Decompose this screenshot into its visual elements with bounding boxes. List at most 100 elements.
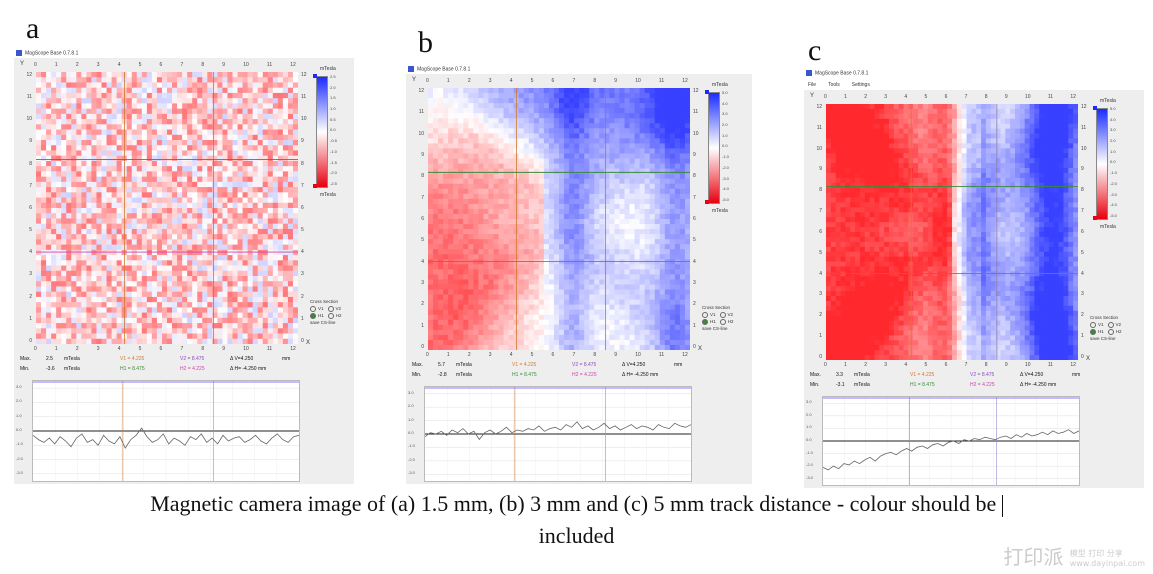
colorbar-tick-label: -2.0 <box>330 170 337 176</box>
h1-value: H1 = 8.475 <box>120 366 145 372</box>
colorbar-ticks: 5.0 4.0 3.0 2.0 1.0 0.0 -1.0 -2.0 -3.0 -4.0 -5.0 <box>722 90 729 202</box>
colorbar-max-marker[interactable] <box>1093 106 1097 110</box>
colorbar-unit-top: mTesla <box>320 66 336 72</box>
y-tick-label: 12 <box>301 72 307 78</box>
colorbar-max-marker[interactable] <box>705 90 709 94</box>
profile-y-tick-label: 0.0 <box>16 427 22 432</box>
cross-section-option-h2[interactable]: H2 <box>327 312 342 319</box>
x-tick-label: 11 <box>1047 362 1054 368</box>
cross-section-option-h2[interactable]: H2 <box>719 318 734 325</box>
profile-y-tick-label: 1.0 <box>806 424 812 430</box>
cross-section-option-v2[interactable]: V2 <box>719 311 733 318</box>
colorbar-min-marker[interactable] <box>705 200 709 204</box>
profile-y-tick-label: -3.0 <box>16 469 23 475</box>
menu-item-settings[interactable]: Settings <box>851 82 870 88</box>
profile-y-tick-label: 2.0 <box>806 411 812 417</box>
y-tick-label: 5 <box>29 227 32 234</box>
cross-section-option-v1[interactable]: V1 <box>702 311 716 318</box>
profile-y-tick-label: -3.0 <box>408 470 415 476</box>
v2-value: V2 = 8.475 <box>572 362 597 368</box>
colorbar-tick-label: 3.0 <box>1110 127 1116 133</box>
x-tick-label: 11 <box>658 352 665 358</box>
watermark-logo: 打印派 模型 打印 分享 www.dayinpai.com <box>1003 545 1145 569</box>
x-tick-label: 1 <box>54 346 58 352</box>
x-tick-label: 7 <box>180 62 184 68</box>
y-tick-label: 9 <box>1081 166 1084 173</box>
min-unit: mTesla <box>854 382 870 388</box>
y-tick-label: 2 <box>301 293 304 300</box>
colorbar-ticks: 5.0 4.0 3.0 2.0 1.0 0.0 -1.0 -2.0 -3.0 -4.0 -5.0 <box>1110 106 1117 218</box>
x-tick-label: 7 <box>572 78 576 84</box>
colorbar-tick-label: 4.0 <box>722 100 728 106</box>
menu-item-tools[interactable]: Tools <box>828 82 840 88</box>
cross-section-option-v1[interactable]: V1 <box>310 305 324 312</box>
menu-item-file[interactable]: File <box>808 82 817 88</box>
y-tick-label: 7 <box>819 208 822 215</box>
colorbar-tick-label: 1.0 <box>722 132 728 138</box>
magnetic-field-map[interactable] <box>36 72 298 344</box>
cross-section-option-h2[interactable]: H2 <box>1107 328 1122 335</box>
y-tick-col-left: 12 11 10 9 8 7 6 5 4 3 2 1 0 <box>810 104 822 360</box>
cross-section-option-h1[interactable]: H1 <box>702 318 716 325</box>
y-tick-label: 10 <box>816 145 822 152</box>
save-cs-line-button[interactable]: save CS-line <box>310 320 336 325</box>
colorbar-tick-label: 2.0 <box>722 122 728 128</box>
cross-section-option-h1[interactable]: H1 <box>1090 328 1104 335</box>
radio-icon <box>719 311 726 318</box>
y-tick-label: 2 <box>421 301 424 308</box>
colorbar-min-marker[interactable] <box>1093 216 1097 220</box>
x-tick-label: 12 <box>682 78 688 84</box>
y-tick-col-left: 12 11 10 9 8 7 6 5 4 3 2 1 0 <box>412 88 424 350</box>
y-tick-label: 9 <box>693 151 696 158</box>
colorbar-tick-label: 1.0 <box>330 106 336 112</box>
cross-section-option-h1[interactable]: H1 <box>310 312 324 319</box>
colorbar-tick-label: -2.0 <box>1110 180 1117 186</box>
x-tick-label: 0 <box>34 346 37 352</box>
app-logo-icon <box>16 50 22 56</box>
x-tick-label: 9 <box>1004 94 1008 100</box>
x-tick-label: 6 <box>159 62 163 68</box>
save-cs-line-button[interactable]: save CS-line <box>702 326 728 331</box>
radio-icon <box>310 305 316 312</box>
x-tick-label: 9 <box>1004 362 1008 368</box>
colorbar-tick-label: 3.0 <box>722 111 728 117</box>
x-tick-label: 2 <box>75 346 79 352</box>
magnetic-field-map[interactable] <box>826 104 1078 360</box>
magnetic-field-map[interactable] <box>428 88 690 350</box>
x-tick-label: 12 <box>290 62 296 68</box>
colorbar-max-marker[interactable] <box>313 74 317 78</box>
radio-icon <box>327 305 334 312</box>
y-tick-label: 1 <box>421 322 424 329</box>
x-tick-label: 10 <box>1024 362 1031 368</box>
delta-v-value: Δ V=4.250 <box>230 356 254 362</box>
colorbar-tick-label: -5.0 <box>1110 212 1117 218</box>
x-tick-label: 10 <box>635 78 641 84</box>
stats-block: Max. 5.7 mTesla V1 = 4.225 V2 = 8.475 Δ V=4.2… <box>412 362 746 382</box>
caption-line-1: Magnetic camera image of (a) 1.5 mm, (b)… <box>0 488 1153 520</box>
save-cs-line-button[interactable]: save CS-line <box>1090 336 1116 341</box>
x-tick-label: 6 <box>551 78 555 84</box>
colorbar-tick-label: 2.0 <box>330 84 336 90</box>
cross-section-option-v1[interactable]: V1 <box>1090 321 1104 328</box>
cross-section-option-v2[interactable]: V2 <box>327 305 341 312</box>
min-value: -3.1 <box>836 382 845 388</box>
cross-section-option-v2[interactable]: V2 <box>1107 321 1121 328</box>
profile-y-tick-label: -3.0 <box>806 474 813 480</box>
colorbar-tick-label: 0.5 <box>330 116 336 122</box>
y-tick-label: 11 <box>26 94 32 101</box>
colorbar-min-marker[interactable] <box>313 184 317 188</box>
y-tick-label: 5 <box>421 237 424 244</box>
colorbar <box>708 92 720 204</box>
max-value: 2.5 <box>46 356 53 362</box>
h2-value: H2 = 4.225 <box>572 372 597 378</box>
cross-section-title: Cross Section <box>1090 315 1119 320</box>
radio-icon <box>702 311 708 318</box>
colorbar-tick-label: 2.5 <box>330 74 336 79</box>
x-tick-row-top: 0 1 2 3 4 5 6 7 8 9 10 11 12 <box>34 62 296 68</box>
x-tick-label: 4 <box>117 346 121 352</box>
x-tick-label: 1 <box>844 362 847 368</box>
y-tick-label: 0 <box>421 343 424 350</box>
x-tick-label: 9 <box>222 62 226 68</box>
y-axis-label: Y <box>810 93 815 99</box>
colorbar-ticks: 2.5 2.0 1.5 1.0 0.5 0.0 -0.5 -1.0 -1.5 -2.0 -2.5 <box>330 74 337 186</box>
